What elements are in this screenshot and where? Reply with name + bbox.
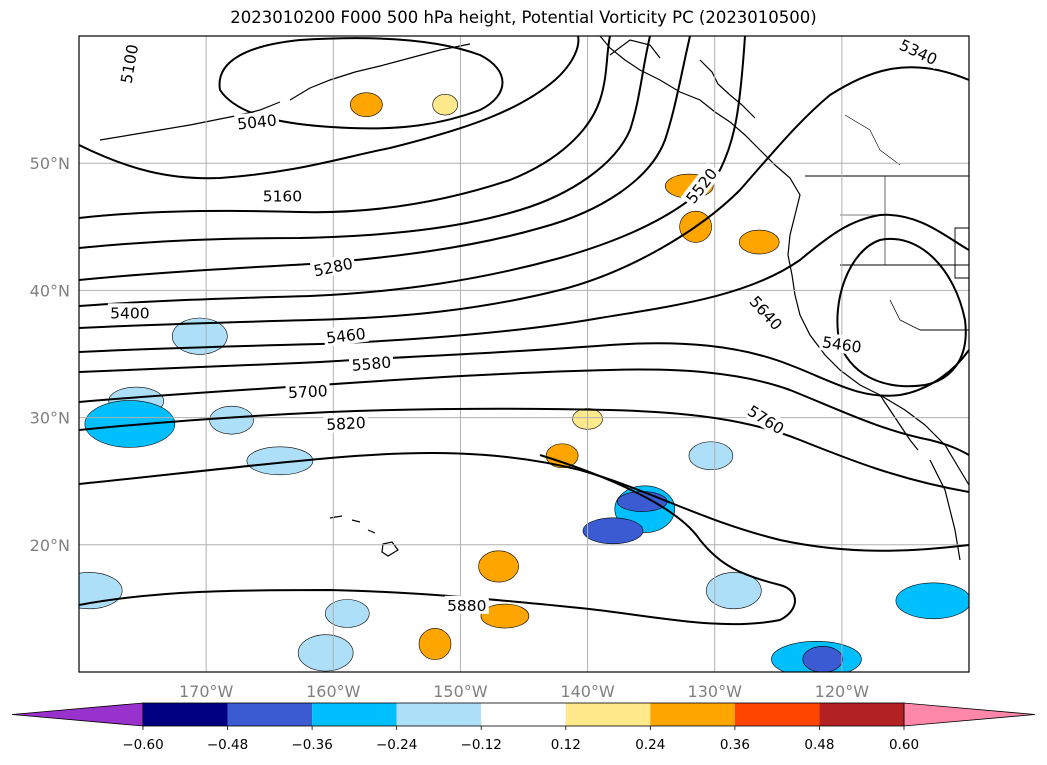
latitude-tick-label: 50°N bbox=[30, 154, 70, 173]
longitude-tick-label: 120°W bbox=[815, 682, 870, 701]
colorbar-bin bbox=[481, 703, 566, 726]
svg-text:5160: 5160 bbox=[263, 187, 302, 205]
contour-label: 5880 bbox=[444, 595, 489, 615]
colorbar-low-extend bbox=[11, 702, 144, 727]
pv-region bbox=[480, 603, 530, 629]
height-contours bbox=[79, 36, 969, 626]
pv-region bbox=[324, 599, 370, 628]
pv-region bbox=[582, 517, 644, 545]
contour-label: 5820 bbox=[323, 412, 369, 434]
pv-region bbox=[895, 582, 969, 620]
contour-label: 5460 bbox=[322, 323, 369, 348]
colorbar-bin bbox=[734, 703, 820, 726]
pv-region bbox=[738, 229, 780, 255]
colorbar-tick-label: 0.60 bbox=[889, 737, 919, 753]
pv-region bbox=[246, 446, 314, 476]
colorbar-tick-label: 0.48 bbox=[804, 737, 834, 753]
pv-region bbox=[209, 405, 254, 435]
colorbar-bin bbox=[565, 703, 651, 726]
pv-region bbox=[418, 628, 452, 660]
pv-region bbox=[545, 443, 579, 469]
pv-region bbox=[688, 441, 734, 471]
contour-label: 5040 bbox=[234, 110, 280, 134]
colorbar-bin bbox=[396, 703, 482, 726]
longitude-labels: 170°W 160°W 150°W 140°W 130°W 120°W bbox=[179, 682, 869, 701]
pv-region bbox=[84, 400, 176, 448]
svg-text:5820: 5820 bbox=[326, 414, 366, 434]
contour-label: 5160 bbox=[260, 186, 305, 205]
colorbar-tick-label: −0.36 bbox=[291, 737, 332, 753]
plot-frame bbox=[78, 35, 970, 673]
plot-area bbox=[79, 36, 969, 672]
latitude-labels: 20°N 30°N 40°N 50°N bbox=[30, 154, 70, 555]
svg-text:5880: 5880 bbox=[447, 597, 486, 615]
latitude-tick-label: 30°N bbox=[30, 409, 70, 428]
contour-label: 5460 bbox=[818, 332, 866, 357]
longitude-tick-label: 130°W bbox=[688, 682, 743, 701]
colorbar-high-extend bbox=[903, 702, 1036, 727]
pv-region bbox=[478, 550, 519, 583]
colorbar-frame bbox=[142, 702, 905, 727]
colorbar-tick-label: 0.36 bbox=[720, 737, 750, 753]
pv-region bbox=[171, 317, 228, 355]
contour-label: 5700 bbox=[285, 381, 331, 402]
colorbar-tick-label: −0.48 bbox=[207, 737, 248, 753]
contour-labels: 5040516052805400546055805700582058805640… bbox=[107, 36, 943, 615]
potential-vorticity-layer bbox=[79, 92, 969, 672]
contour-label: 5580 bbox=[348, 352, 395, 375]
svg-text:5460: 5460 bbox=[821, 333, 863, 356]
svg-text:5700: 5700 bbox=[288, 382, 328, 402]
latitude-tick-label: 40°N bbox=[30, 281, 70, 300]
longitude-tick-label: 140°W bbox=[560, 682, 615, 701]
pv-region bbox=[432, 93, 458, 116]
map-title: 2023010200 F000 500 hPa height, Potentia… bbox=[230, 8, 817, 27]
pv-region bbox=[350, 92, 383, 117]
longitude-tick-label: 170°W bbox=[179, 682, 234, 701]
colorbar: −0.60 −0.48 −0.36 −0.24 −0.12 0.12 0.24 0.36 0.4… bbox=[11, 702, 1036, 753]
colorbar-tick-label: −0.60 bbox=[122, 737, 163, 753]
latitude-tick-label: 20°N bbox=[30, 536, 70, 555]
colorbar-bin bbox=[819, 703, 904, 726]
svg-text:5400: 5400 bbox=[110, 304, 149, 322]
longitude-tick-label: 160°W bbox=[306, 682, 361, 701]
colorbar-tick-label: 0.24 bbox=[635, 737, 665, 753]
colorbar-bin bbox=[227, 703, 313, 726]
svg-text:5040: 5040 bbox=[236, 111, 277, 133]
contour-label: 5400 bbox=[107, 303, 152, 322]
colorbar-bin bbox=[312, 703, 397, 726]
longitude-tick-label: 150°W bbox=[433, 682, 488, 701]
coastlines bbox=[99, 36, 969, 561]
pv-region bbox=[802, 645, 844, 672]
svg-text:5460: 5460 bbox=[325, 325, 366, 348]
pv-region bbox=[297, 634, 354, 672]
colorbar-tick-label: −0.12 bbox=[461, 737, 502, 753]
colorbar-tick-label: 0.12 bbox=[551, 737, 581, 753]
pv-region bbox=[705, 572, 762, 610]
colorbar-bin bbox=[143, 703, 228, 726]
colorbar-tick-label: −0.24 bbox=[376, 737, 417, 753]
colorbar-bin bbox=[650, 703, 735, 726]
svg-text:5580: 5580 bbox=[351, 353, 392, 374]
